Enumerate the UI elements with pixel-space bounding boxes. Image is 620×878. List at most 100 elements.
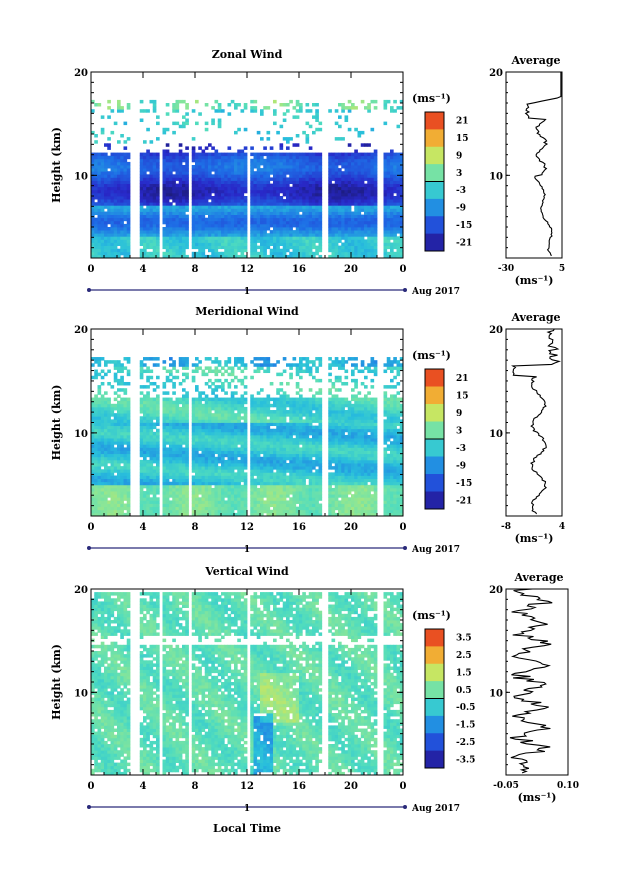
heatmap-cell <box>192 221 196 225</box>
heatmap-cell <box>276 215 280 219</box>
heatmap-cell <box>254 227 258 231</box>
heatmap-cell <box>205 233 209 237</box>
heatmap-cell <box>166 239 170 243</box>
heatmap-cell <box>286 233 290 237</box>
heatmap-cell <box>254 184 258 188</box>
heatmap-cell <box>127 233 131 237</box>
heatmap-cell <box>397 156 401 160</box>
heatmap-cell <box>94 410 98 414</box>
heatmap-cell <box>205 466 209 470</box>
heatmap-cell <box>228 221 232 225</box>
heatmap-cell <box>286 146 290 150</box>
heatmap-cell <box>215 233 219 237</box>
heatmap-cell <box>185 162 189 166</box>
heatmap-cell <box>179 475 183 479</box>
heatmap-cell <box>270 205 274 209</box>
heatmap-cell <box>309 184 313 188</box>
heatmap-cell <box>263 106 267 110</box>
heatmap-cell <box>117 401 121 405</box>
heatmap-cell <box>393 233 397 237</box>
heatmap-cell <box>120 230 124 234</box>
heatmap-cell <box>244 181 248 185</box>
heatmap-cell <box>224 156 228 160</box>
heatmap-cell <box>111 159 115 163</box>
heatmap-cell <box>341 230 345 234</box>
heatmap-cell <box>270 159 274 163</box>
heatmap-cell <box>163 366 167 370</box>
heatmap-cell <box>101 370 105 374</box>
heatmap-cell <box>202 475 206 479</box>
heatmap-cell <box>267 187 271 191</box>
heatmap-cell <box>218 444 222 448</box>
heatmap-cell <box>228 500 232 504</box>
heatmap-cell <box>361 218 365 222</box>
heatmap-cell <box>361 162 365 166</box>
heatmap-cell <box>397 243 401 247</box>
heatmap-cell <box>361 208 365 212</box>
heatmap-cell <box>257 153 261 157</box>
heatmap-cell <box>397 165 401 169</box>
heatmap-cell <box>345 181 349 185</box>
heatmap-cell <box>172 159 176 163</box>
heatmap-cell <box>387 221 391 225</box>
heatmap-cell <box>371 177 375 181</box>
heatmap-cell <box>163 190 167 194</box>
heatmap-cell <box>306 140 310 144</box>
heatmap-cell <box>345 246 349 250</box>
heatmap-cell <box>358 196 362 200</box>
heatmap-cell <box>374 156 378 160</box>
heatmap-cell <box>280 143 284 147</box>
heatmap-cell <box>328 187 332 191</box>
heatmap-cell <box>114 485 118 489</box>
heatmap-cell <box>221 215 225 219</box>
heatmap-cell <box>104 360 108 364</box>
heatmap-cell <box>127 407 131 411</box>
heatmap-cell <box>94 466 98 470</box>
heatmap-cell <box>293 190 297 194</box>
heatmap-cell <box>237 441 241 445</box>
heatmap-cell <box>127 370 131 374</box>
heatmap-cell <box>241 444 245 448</box>
heatmap-cell <box>98 357 102 361</box>
heatmap-cell <box>150 485 154 489</box>
heatmap-cell <box>250 165 254 169</box>
heatmap-cell <box>221 233 225 237</box>
heatmap-cell <box>224 218 228 222</box>
heatmap-cell <box>143 243 147 247</box>
heatmap-cell <box>195 202 199 206</box>
heatmap-cell <box>153 243 157 247</box>
heatmap-cell <box>153 401 157 405</box>
heatmap-cell <box>237 360 241 364</box>
heatmap <box>91 357 403 516</box>
heatmap-cell <box>257 239 261 243</box>
heatmap-cell <box>218 202 222 206</box>
heatmap-cell <box>218 385 222 389</box>
heatmap-cell <box>250 187 254 191</box>
heatmap-cell <box>143 475 147 479</box>
heatmap-cell <box>172 360 176 364</box>
heatmap-cell <box>228 252 232 256</box>
heatmap-cell <box>192 432 196 436</box>
heatmap-cell <box>306 215 310 219</box>
heatmap-cell <box>215 230 219 234</box>
heatmap-cell <box>341 162 345 166</box>
profile-x-tick-label: -30 <box>498 264 514 274</box>
heatmap-cell <box>374 227 378 231</box>
heatmap-cell <box>166 488 170 492</box>
heatmap-cell <box>163 410 167 414</box>
heatmap-cell <box>234 246 238 250</box>
heatmap-cell <box>101 398 105 402</box>
heatmap-cell <box>101 457 105 461</box>
heatmap-cell <box>208 243 212 247</box>
heatmap-cell <box>306 153 310 157</box>
heatmap-cell <box>91 491 95 495</box>
heatmap-cell <box>263 190 267 194</box>
heatmap-cell <box>169 184 173 188</box>
heatmap-cell <box>166 510 170 514</box>
heatmap-cell <box>156 233 160 237</box>
heatmap-cell <box>211 218 215 222</box>
heatmap-cell <box>127 451 131 455</box>
heatmap-cell <box>156 199 160 203</box>
heatmap-cell <box>338 221 342 225</box>
heatmap-cell <box>299 168 303 172</box>
